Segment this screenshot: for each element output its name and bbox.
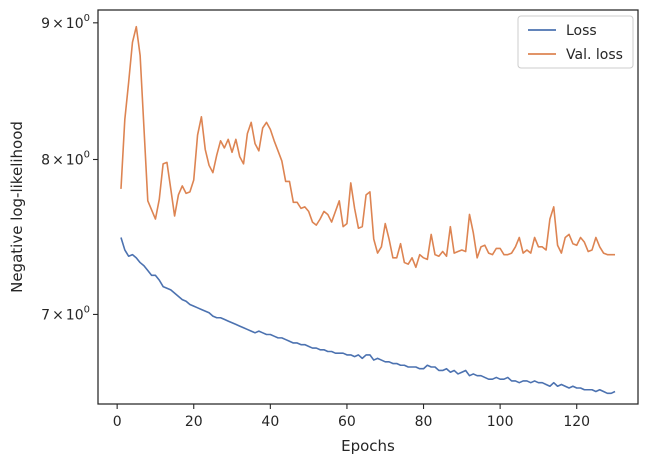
legend-label: Val. loss [566, 47, 623, 63]
x-tick-label: 80 [415, 414, 433, 430]
series-line-loss [120, 237, 616, 395]
y-axis-label: Negative log-likelihood [8, 121, 26, 293]
x-tick-label: 0 [113, 414, 122, 430]
series-line-val-loss [120, 25, 616, 269]
plot-area [120, 25, 616, 395]
x-tick-label: 40 [261, 414, 279, 430]
legend: Loss Val. loss [517, 15, 634, 69]
y-axis: 7 × 100 8 × 100 9 × 100 [41, 13, 98, 323]
x-axis-label: Epochs [341, 437, 395, 455]
y-tick-label: 8 × 100 [41, 149, 90, 168]
legend-box [517, 15, 634, 69]
x-axis: 0 20 40 60 80 100 120 [113, 404, 590, 430]
x-tick-label: 100 [487, 414, 514, 430]
x-tick-label: 20 [185, 414, 203, 430]
axes-frame [97, 9, 639, 405]
y-tick-label: 7 × 100 [41, 304, 90, 323]
legend-label: Loss [566, 23, 597, 39]
x-tick-label: 120 [563, 414, 590, 430]
x-tick-label: 60 [338, 414, 356, 430]
y-tick-label: 9 × 100 [41, 13, 90, 32]
